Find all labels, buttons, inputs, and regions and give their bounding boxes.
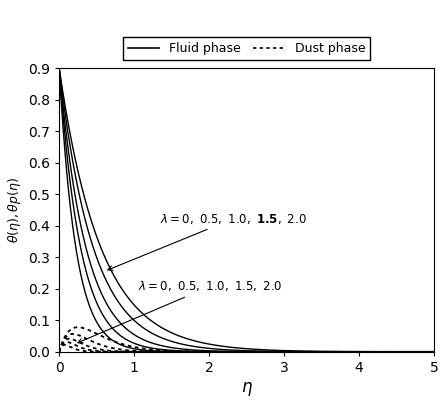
- Text: $\lambda = 0,\ 0.5,\ 1.0,\ 1.5,\ 2.0$: $\lambda = 0,\ 0.5,\ 1.0,\ 1.5,\ 2.0$: [78, 279, 282, 343]
- Text: $\lambda = 0,\ 0.5,\ 1.0,\ \mathbf{1.5},\ 2.0$: $\lambda = 0,\ 0.5,\ 1.0,\ \mathbf{1.5},…: [108, 212, 307, 270]
- Legend: Fluid phase, Dust phase: Fluid phase, Dust phase: [123, 38, 370, 60]
- Y-axis label: $\theta(\eta), \theta p(\eta)$: $\theta(\eta), \theta p(\eta)$: [6, 177, 23, 243]
- X-axis label: $\eta$: $\eta$: [241, 381, 253, 398]
